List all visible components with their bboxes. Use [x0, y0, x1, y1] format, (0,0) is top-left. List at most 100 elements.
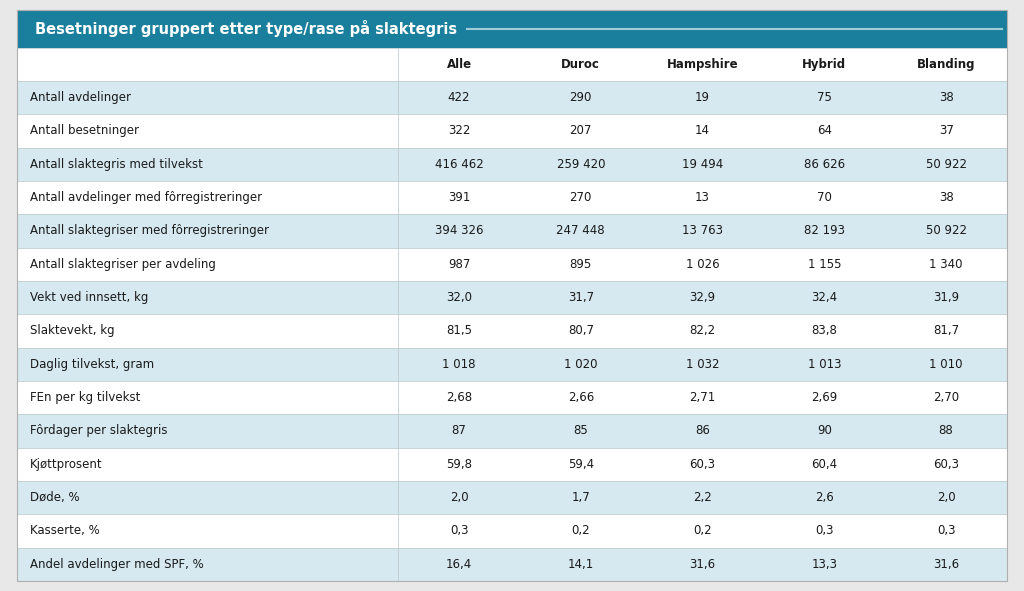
Bar: [17, 481, 1007, 514]
Text: 2,66: 2,66: [567, 391, 594, 404]
Text: Daglig tilvekst, gram: Daglig tilvekst, gram: [30, 358, 155, 371]
Text: 1 032: 1 032: [686, 358, 719, 371]
Text: 60,4: 60,4: [811, 458, 838, 471]
Text: Antall avdelinger med fôrregistreringer: Antall avdelinger med fôrregistreringer: [30, 191, 262, 204]
Text: 1 018: 1 018: [442, 358, 476, 371]
Text: 270: 270: [569, 191, 592, 204]
Text: 2,70: 2,70: [933, 391, 959, 404]
Bar: [17, 414, 1007, 447]
Text: 2,0: 2,0: [937, 491, 955, 504]
Bar: [17, 514, 1007, 548]
Text: 59,4: 59,4: [567, 458, 594, 471]
Text: 81,5: 81,5: [446, 324, 472, 337]
Text: Duroc: Duroc: [561, 58, 600, 71]
Text: Kasserte, %: Kasserte, %: [30, 524, 99, 537]
Text: 19 494: 19 494: [682, 158, 723, 171]
Text: 259 420: 259 420: [557, 158, 605, 171]
Text: 987: 987: [447, 258, 470, 271]
Bar: [17, 248, 1007, 281]
Text: 86: 86: [695, 424, 710, 437]
Text: 82,2: 82,2: [689, 324, 716, 337]
Text: 0,2: 0,2: [571, 524, 590, 537]
Bar: [17, 348, 1007, 381]
Text: Antall slaktegris med tilvekst: Antall slaktegris med tilvekst: [30, 158, 203, 171]
Text: 0,2: 0,2: [693, 524, 712, 537]
Text: 70: 70: [817, 191, 831, 204]
Text: Antall besetninger: Antall besetninger: [30, 124, 139, 137]
Text: 83,8: 83,8: [811, 324, 838, 337]
Text: Andel avdelinger med SPF, %: Andel avdelinger med SPF, %: [30, 558, 204, 571]
Text: 2,2: 2,2: [693, 491, 712, 504]
Text: 247 448: 247 448: [556, 225, 605, 238]
Text: Hampshire: Hampshire: [667, 58, 738, 71]
Text: 422: 422: [447, 91, 470, 104]
Text: 60,3: 60,3: [933, 458, 959, 471]
Text: 2,0: 2,0: [450, 491, 468, 504]
Text: 50 922: 50 922: [926, 225, 967, 238]
Text: 14: 14: [695, 124, 710, 137]
Text: 32,9: 32,9: [689, 291, 716, 304]
Text: 31,6: 31,6: [933, 558, 959, 571]
Text: 13 763: 13 763: [682, 225, 723, 238]
Text: 394 326: 394 326: [435, 225, 483, 238]
Text: 14,1: 14,1: [567, 558, 594, 571]
Text: 2,71: 2,71: [689, 391, 716, 404]
Text: 90: 90: [817, 424, 831, 437]
Text: 31,9: 31,9: [933, 291, 959, 304]
Text: 87: 87: [452, 424, 467, 437]
Text: 31,7: 31,7: [567, 291, 594, 304]
Bar: [17, 548, 1007, 581]
Text: 50 922: 50 922: [926, 158, 967, 171]
Text: 64: 64: [817, 124, 831, 137]
Text: 416 462: 416 462: [434, 158, 483, 171]
Bar: [17, 314, 1007, 348]
Bar: [17, 10, 1007, 47]
Text: Besetninger gruppert etter type/rase på slaktegris: Besetninger gruppert etter type/rase på …: [35, 20, 457, 37]
Text: 81,7: 81,7: [933, 324, 959, 337]
Bar: [17, 281, 1007, 314]
Text: Hybrid: Hybrid: [802, 58, 847, 71]
Text: Døde, %: Døde, %: [30, 491, 80, 504]
Text: 2,69: 2,69: [811, 391, 838, 404]
Bar: [17, 114, 1007, 148]
Bar: [17, 181, 1007, 214]
Text: 59,8: 59,8: [446, 458, 472, 471]
Text: 86 626: 86 626: [804, 158, 845, 171]
Text: 0,3: 0,3: [937, 524, 955, 537]
Text: 82 193: 82 193: [804, 225, 845, 238]
Bar: [17, 81, 1007, 114]
Text: 290: 290: [569, 91, 592, 104]
Text: 0,3: 0,3: [450, 524, 468, 537]
Text: 322: 322: [447, 124, 470, 137]
Bar: [17, 214, 1007, 248]
Text: 85: 85: [573, 424, 588, 437]
Text: 207: 207: [569, 124, 592, 137]
Text: FEn per kg tilvekst: FEn per kg tilvekst: [30, 391, 140, 404]
Text: Alle: Alle: [446, 58, 472, 71]
Text: 895: 895: [569, 258, 592, 271]
Text: 13: 13: [695, 191, 710, 204]
Text: 1 020: 1 020: [564, 358, 598, 371]
Text: Vekt ved innsett, kg: Vekt ved innsett, kg: [30, 291, 148, 304]
Text: 0,3: 0,3: [815, 524, 834, 537]
Bar: [17, 381, 1007, 414]
Text: Blanding: Blanding: [916, 58, 976, 71]
Text: Fôrdager per slaktegris: Fôrdager per slaktegris: [30, 424, 168, 437]
Text: 32,0: 32,0: [446, 291, 472, 304]
Text: 1,7: 1,7: [571, 491, 590, 504]
Text: 2,68: 2,68: [446, 391, 472, 404]
Text: 1 340: 1 340: [930, 258, 963, 271]
Bar: [17, 447, 1007, 481]
Text: 38: 38: [939, 91, 953, 104]
Text: Slaktevekt, kg: Slaktevekt, kg: [30, 324, 115, 337]
Text: 80,7: 80,7: [567, 324, 594, 337]
Text: 88: 88: [939, 424, 953, 437]
Bar: [17, 47, 1007, 81]
Text: 37: 37: [939, 124, 953, 137]
Text: 32,4: 32,4: [811, 291, 838, 304]
Text: 38: 38: [939, 191, 953, 204]
Text: 1 013: 1 013: [808, 358, 841, 371]
Text: 19: 19: [695, 91, 710, 104]
Text: 13,3: 13,3: [811, 558, 838, 571]
Text: 1 026: 1 026: [686, 258, 720, 271]
